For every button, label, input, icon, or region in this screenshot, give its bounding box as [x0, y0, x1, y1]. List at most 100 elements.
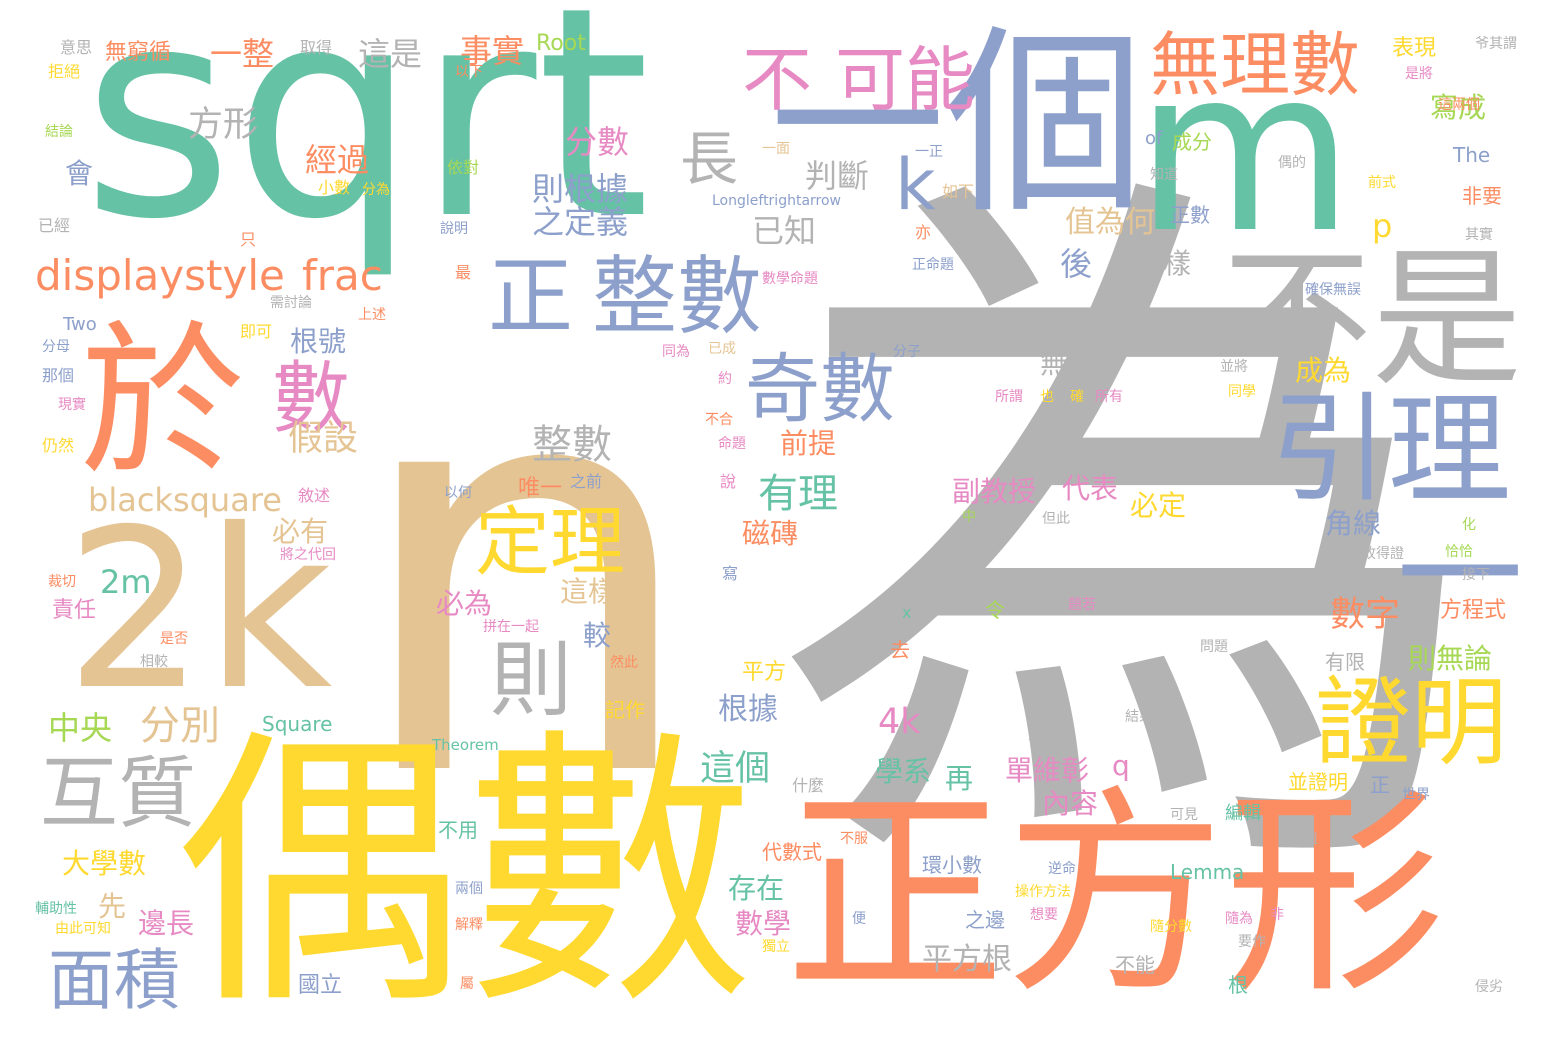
word-content: 內容	[1042, 787, 1099, 820]
word-can-not: 不能	[1115, 953, 1155, 977]
word-ensure: 確保無誤	[1305, 282, 1361, 298]
word-middle: 中	[962, 509, 976, 525]
word-all: 所有	[1095, 389, 1123, 405]
word-still: 仍然	[42, 436, 75, 455]
word-central: 中央	[48, 709, 113, 747]
word-represent: 代表	[1062, 472, 1119, 505]
word-unique: 唯一	[518, 476, 563, 501]
word-obtain: 取得	[300, 38, 333, 57]
word-worth: 價值	[1290, 831, 1318, 847]
word-square-of: 平方	[742, 660, 787, 685]
word-fangxing: 方形	[188, 105, 259, 145]
word-belong: 屬	[460, 976, 474, 992]
word-to-make: 要作	[1238, 934, 1266, 950]
word-so-called: 所謂	[995, 389, 1023, 405]
word-already: 已經	[38, 216, 71, 235]
word-root-cn: 根	[1228, 973, 1248, 997]
word-then-so: 便	[852, 911, 866, 927]
word-after: 後	[1060, 245, 1093, 283]
word-as-follows: 如下	[942, 182, 975, 201]
word-zheshi: 這是	[358, 35, 423, 73]
word-denote: 記作	[605, 698, 645, 722]
word-meaning: 意思	[60, 38, 93, 57]
word-classmate: 同學	[1228, 384, 1256, 400]
word-yeqiwei: 爷其謂	[1475, 36, 1517, 52]
word-let: 令	[985, 598, 1005, 622]
word-say: 說	[720, 472, 737, 491]
word-irrational: 無理數	[1150, 24, 1360, 106]
word-certainly: 必定	[1130, 489, 1187, 522]
word-thus: 這樣	[560, 575, 617, 608]
word-these-two: 這兩個	[1438, 97, 1480, 113]
word-interpret: 解釋	[455, 917, 483, 933]
word-below: 以下	[455, 64, 483, 80]
word-pos-proposition: 正命題	[912, 257, 954, 273]
word-ge: 個	[945, 8, 1146, 241]
word-radical: 根號	[290, 325, 347, 358]
word-cut: 裁切	[48, 574, 76, 590]
word-qed: 故得證	[1362, 546, 1404, 562]
word-judge: 判斷	[805, 157, 870, 195]
word-coprime: 互質	[40, 749, 197, 839]
word-decimal: 小數	[318, 178, 351, 197]
word-chang: 長	[680, 125, 739, 193]
word-value: 值為何	[1065, 205, 1155, 240]
word-odd: 奇數	[745, 345, 896, 433]
word-that: 那個	[42, 366, 75, 385]
word-lemma-en: Lemma	[1170, 860, 1245, 884]
word-know: 知道	[1150, 167, 1178, 183]
word-compared: 相較	[140, 654, 168, 670]
word-auxiliary: 輔助性	[35, 901, 77, 917]
word-two-items: 兩項	[1205, 599, 1233, 615]
word-the: The	[1453, 143, 1491, 167]
word-therefore: 由此可知	[55, 921, 111, 937]
word-previous-formula: 前式	[1368, 175, 1396, 191]
word-2m: 2m	[100, 563, 152, 601]
word-math-proposition: 數學命題	[762, 271, 818, 287]
word-department: 學系	[875, 755, 932, 788]
word-x: x	[902, 603, 912, 622]
word-area: 面積	[48, 942, 180, 1019]
word-result: 結果	[1125, 709, 1153, 725]
word-zheng: 正	[1370, 773, 1390, 797]
word-root: Root	[536, 31, 586, 56]
word-will: 會	[65, 157, 94, 190]
word-blacksquare: blacksquare	[88, 481, 282, 519]
word-most: 最	[455, 263, 472, 282]
word-above: 上述	[358, 307, 386, 323]
word-exactly: 恰恰	[1445, 544, 1473, 560]
word-visible: 可見	[1170, 807, 1198, 823]
word-ye: 也	[1040, 389, 1054, 405]
word-inconsistent: 不符	[1028, 731, 1056, 747]
word-possible: 可能	[835, 39, 975, 121]
word-explain: 說明	[440, 221, 468, 237]
word-substitute: 將之代回	[280, 547, 336, 563]
word-rational: 有理	[758, 471, 838, 517]
word-denominator: 分母	[42, 339, 70, 355]
word-lemma: 引理	[1270, 380, 1507, 518]
word-pass: 經過	[305, 141, 370, 179]
word-this: 這個	[700, 749, 771, 789]
word-converse: 逆命	[1048, 861, 1076, 877]
word-shu: 數	[272, 354, 351, 444]
word-wei: 為	[770, 121, 1490, 959]
word-k: k	[895, 144, 936, 226]
word-m: m	[1135, 21, 1355, 283]
word-according: 根據	[718, 692, 778, 727]
word-4k: 4k	[878, 702, 921, 742]
word-problem: 問題	[1200, 639, 1228, 655]
word-component: 成分	[1172, 130, 1212, 154]
word-yihe: 以何	[444, 485, 472, 501]
word-numerator: 分子	[893, 344, 921, 360]
word-positive-num: 正數	[1170, 203, 1210, 227]
word-if-problem: 題若	[1068, 597, 1096, 613]
word-then: 則	[490, 633, 573, 728]
word-first: 先	[98, 890, 127, 923]
word-tile: 磁磚	[742, 517, 799, 550]
word-yu: 於	[80, 306, 245, 498]
word-simplify: 化	[1462, 517, 1476, 533]
word-algebraic: 代數式	[762, 840, 822, 864]
word-duty: 責任	[52, 598, 97, 623]
word-need-discuss: 需討論	[270, 295, 312, 311]
word-integer-2: 整數	[532, 422, 612, 468]
